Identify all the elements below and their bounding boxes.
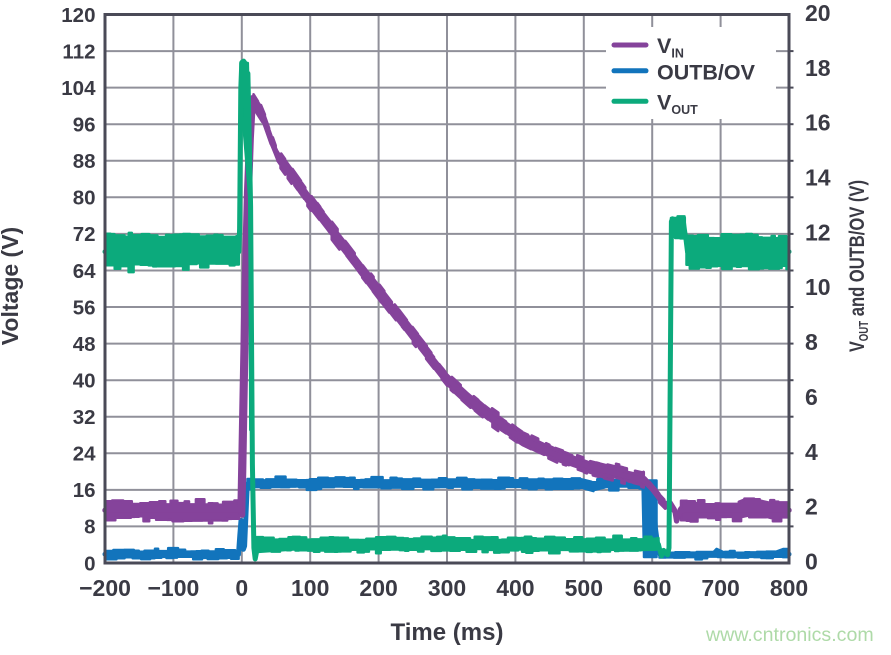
- svg-text:8: 8: [805, 329, 818, 355]
- svg-text:20: 20: [805, 0, 831, 26]
- svg-text:Time (ms): Time (ms): [391, 619, 504, 646]
- svg-text:24: 24: [73, 443, 96, 466]
- svg-text:120: 120: [61, 4, 95, 27]
- svg-text:OUTB/OV: OUTB/OV: [657, 61, 756, 85]
- svg-text:88: 88: [73, 150, 96, 173]
- svg-text:64: 64: [73, 260, 96, 283]
- svg-text:600: 600: [633, 575, 671, 601]
- svg-text:0: 0: [84, 552, 95, 575]
- svg-text:100: 100: [291, 575, 329, 601]
- svg-text:18: 18: [805, 55, 831, 81]
- svg-text:72: 72: [73, 223, 96, 246]
- svg-text:500: 500: [565, 575, 603, 601]
- svg-text:www.cntronics.com: www.cntronics.com: [705, 624, 874, 646]
- svg-text:6: 6: [805, 384, 818, 410]
- svg-text:−200: −200: [79, 575, 131, 601]
- svg-text:96: 96: [73, 114, 96, 137]
- svg-text:300: 300: [428, 575, 466, 601]
- svg-text:104: 104: [61, 77, 96, 100]
- svg-text:80: 80: [73, 187, 96, 210]
- svg-text:200: 200: [359, 575, 397, 601]
- svg-text:−100: −100: [147, 575, 199, 601]
- svg-text:14: 14: [805, 165, 831, 191]
- svg-text:800: 800: [770, 575, 808, 601]
- svg-text:4: 4: [805, 439, 818, 465]
- svg-text:16: 16: [805, 110, 831, 136]
- svg-text:2: 2: [805, 494, 818, 520]
- svg-text:VOUT and OUTB/OV (V): VOUT and OUTB/OV (V): [845, 180, 871, 352]
- svg-text:10: 10: [805, 274, 831, 300]
- svg-text:8: 8: [84, 516, 95, 539]
- svg-text:112: 112: [62, 40, 95, 63]
- svg-text:400: 400: [496, 575, 534, 601]
- svg-text:32: 32: [73, 406, 96, 429]
- svg-text:16: 16: [73, 479, 96, 502]
- svg-text:0: 0: [235, 575, 248, 601]
- svg-text:56: 56: [73, 296, 96, 319]
- svg-text:48: 48: [73, 333, 96, 356]
- svg-text:40: 40: [73, 370, 96, 393]
- svg-text:Voltage (V): Voltage (V): [0, 227, 23, 345]
- svg-text:12: 12: [805, 219, 831, 245]
- svg-text:700: 700: [701, 575, 739, 601]
- svg-text:0: 0: [805, 549, 818, 575]
